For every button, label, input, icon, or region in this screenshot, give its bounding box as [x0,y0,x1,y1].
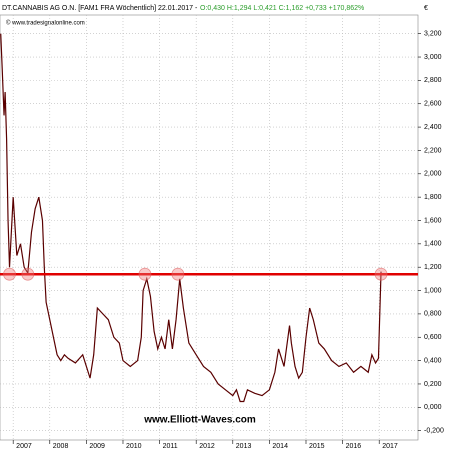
x-tick-label: 2015 [309,443,325,450]
x-tick-label: 2011 [163,443,178,450]
x-tick-label: 2013 [236,443,252,450]
y-tick-label: 2,600 [424,101,442,108]
y-tick-label: 0,600 [424,334,442,341]
y-tick-label: 2,000 [424,171,442,178]
chart-title: DT.CANNABIS AG O.N. [FAM1 FRA Wöchentlic… [2,5,198,12]
y-tick-label: 3,200 [424,31,442,38]
touch-point [374,267,388,281]
plot-area [0,14,419,441]
y-tick-label: 0,400 [424,357,442,364]
x-tick-label: 2009 [89,443,105,450]
x-tick-label: 2010 [126,443,142,450]
source: © www.tradesignalonline.com [6,20,85,27]
y-tick-label: 1,800 [424,194,442,201]
x-tick-label: 2007 [16,443,32,450]
y-tick-label: -0,200 [424,428,444,435]
price-line [0,33,382,403]
touch-point [171,267,185,281]
touch-point [21,267,35,281]
y-tick-label: 2,200 [424,147,442,154]
x-tick-label: 2016 [346,443,362,450]
touch-point [138,267,152,281]
touch-point [3,267,16,281]
currency: € [424,5,428,12]
y-tick-label: 3,000 [424,54,442,61]
y-tick-label: 1,200 [424,264,442,271]
x-tick-label: 2008 [53,443,69,450]
x-tick-label: 2014 [272,443,288,450]
y-tick-label: 1,000 [424,287,442,294]
y-tick-label: 0,000 [424,404,442,411]
y-tick-label: 1,400 [424,241,442,248]
watermark: www.Elliott-Waves.com [143,415,256,426]
y-tick-label: 0,200 [424,381,442,388]
y-tick-label: 2,400 [424,124,442,131]
y-tick-label: 0,800 [424,311,442,318]
x-tick-label: 2012 [199,443,215,450]
x-tick-label: 2017 [382,443,398,450]
quote: O:0,430 H:1,294 L:0,421 C:1,162 +0,733 +… [200,5,364,12]
y-tick-label: 2,800 [424,77,442,84]
y-tick-label: 1,600 [424,217,442,224]
